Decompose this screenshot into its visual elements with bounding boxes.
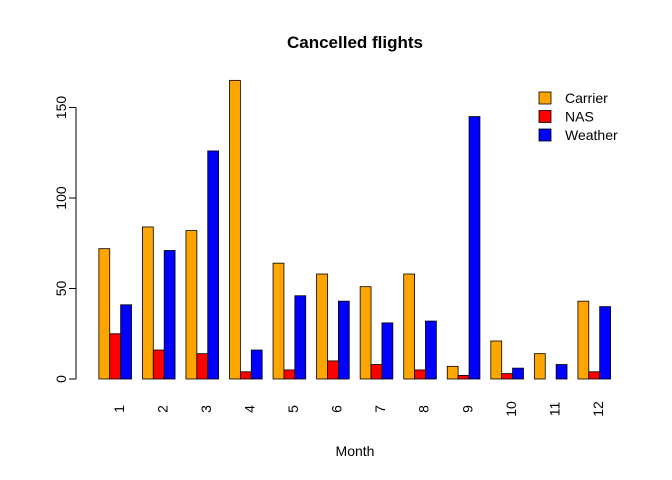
legend-label-nas: NAS [565,109,594,125]
bar-nas-6 [327,360,339,380]
bar-nas-7 [370,364,383,380]
legend: Carrier NAS Weather [538,90,618,143]
legend-label-carrier: Carrier [565,90,608,106]
bar-nas-9 [457,374,470,380]
x-tick-label-11: 11 [546,402,562,417]
bar-weather-5 [294,295,307,380]
bar-carrier-2 [142,226,154,380]
chart-title: Cancelled flights [287,33,423,52]
legend-swatch-nas [538,110,552,123]
bar-nas-10 [501,373,513,380]
bar-carrier-12 [577,300,590,380]
x-tick-label-3: 3 [198,405,214,413]
y-axis: 0 50 100 150 [53,96,77,383]
x-tick-label-12: 12 [590,401,606,417]
legend-label-weather: Weather [565,127,618,143]
x-tick-label-10: 10 [503,401,519,417]
bar-carrier-6 [316,273,328,380]
bar-carrier-7 [359,286,372,380]
bar-carrier-5 [272,262,285,380]
y-tick-label: 150 [53,96,69,120]
bar-carrier-3 [185,230,198,380]
bar-carrier-11 [533,353,546,380]
bar-nas-4 [239,371,252,380]
bar-nas-2 [152,349,165,380]
x-axis-title: Month [336,443,375,459]
x-tick-label-5: 5 [285,405,301,413]
legend-swatch-carrier [538,91,552,105]
bar-weather-9 [468,116,481,380]
bar-weather-12 [599,306,611,380]
bar-nas-1 [109,333,122,380]
bar-weather-6 [337,300,350,380]
y-tick-label: 50 [53,281,69,297]
legend-swatch-weather [538,128,552,142]
y-tick-label: 100 [53,186,69,210]
bar-weather-10 [512,367,524,380]
x-tick-label-7: 7 [372,405,388,413]
bar-weather-2 [163,250,176,380]
bar-nas-3 [196,353,209,380]
bar-nas-12 [588,371,601,380]
y-tick-label: 0 [53,375,69,383]
x-tick-label-1: 1 [111,405,127,413]
bar-weather-8 [425,320,437,380]
bar-weather-3 [207,150,220,380]
x-tick-label-2: 2 [154,405,170,413]
bar-weather-7 [381,322,394,380]
bar-nas-8 [414,369,426,380]
bar-nas-5 [283,369,296,380]
x-tick-label-9: 9 [459,405,475,413]
bar-carrier-10 [490,340,503,380]
bar-carrier-1 [98,248,111,380]
x-tick-label-4: 4 [242,405,258,413]
bar-carrier-9 [446,365,459,380]
bar-carrier-8 [403,273,415,380]
bar-weather-11 [555,364,568,380]
bar-weather-1 [120,304,132,380]
x-tick-labels: 1 2 3 4 5 6 7 8 9 10 11 12 [111,401,606,417]
bar-carrier-4 [229,79,241,380]
bar-weather-4 [250,349,263,380]
bars [98,79,611,380]
x-tick-label-8: 8 [416,405,432,413]
x-tick-label-6: 6 [329,405,345,413]
